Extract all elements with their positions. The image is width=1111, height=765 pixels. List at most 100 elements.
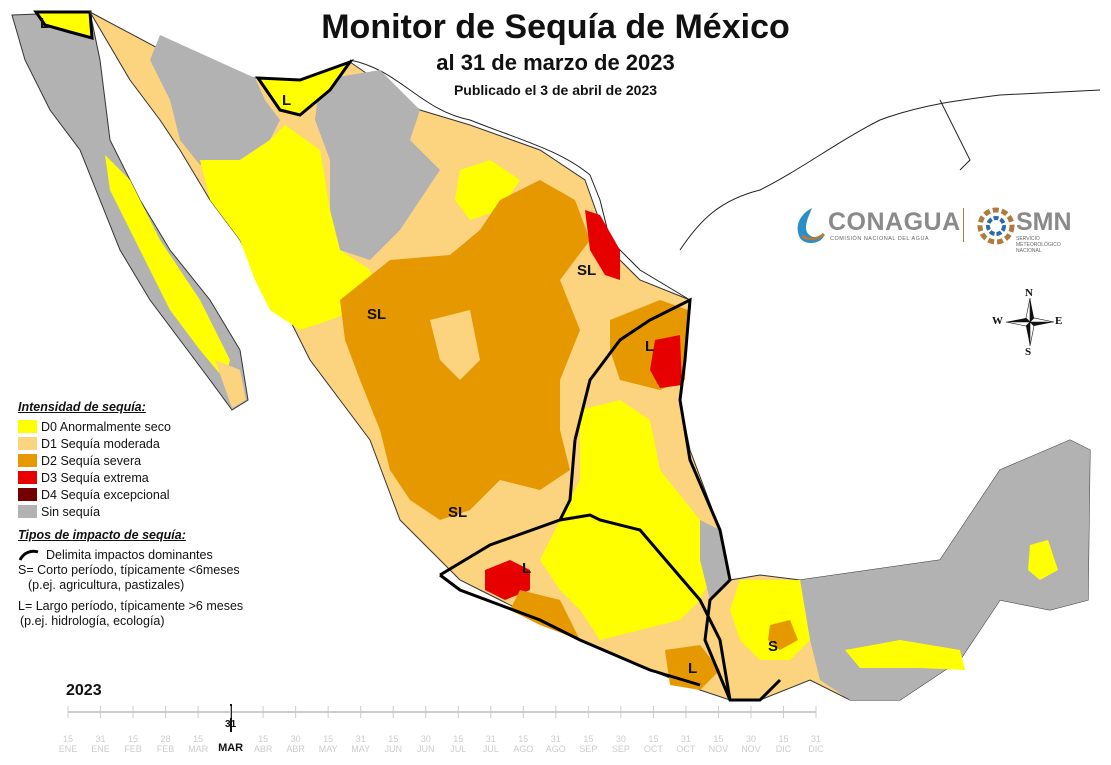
tamaulipas-d3: [585, 210, 620, 280]
baja-north-d0: [33, 10, 94, 41]
legend-swatch: [18, 454, 37, 467]
conagua-logo-text: CONAGUA: [828, 208, 961, 236]
guerrero-d2: [510, 590, 580, 640]
timeline-day: 15: [778, 734, 789, 744]
conagua-logo-subtitle: COMISIÓN NACIONAL DEL AGUA: [830, 236, 930, 242]
published-date: Publicado el 3 de abril de 2023: [453, 82, 658, 98]
region-label-sl: SL: [448, 504, 468, 521]
timeline-day: 31: [225, 719, 237, 730]
legend-item: D0 Anormalmente seco: [18, 418, 278, 435]
timeline-tick-label: 15 ABR: [248, 734, 278, 754]
timeline-month: ABR: [286, 744, 305, 754]
sonora-no-drought: [150, 35, 280, 165]
legend-label: D0 Anormalmente seco: [41, 419, 171, 434]
timeline-tick-label: 31 OCT: [671, 734, 701, 754]
smn-logo-subtitle: SERVICIO METEOROLÓGICO NACIONAL: [1016, 236, 1061, 254]
timeline-tick-label: 15 JUL: [443, 734, 473, 754]
timeline-day: 31: [680, 734, 691, 744]
timeline-tick-label: 15 AGO: [508, 734, 538, 754]
legend-swatch: [18, 488, 37, 501]
timeline-day: 15: [388, 734, 399, 744]
timeline-month: ENE: [58, 744, 78, 754]
logos: CONAGUA COMISIÓN NACIONAL DEL AGUA SMN S…: [790, 202, 1090, 254]
timeline-tick-label: 15 JUN: [378, 734, 408, 754]
yucatan-d0: [1028, 540, 1058, 580]
timeline-month: ABR: [253, 744, 273, 754]
coast-d3: [650, 335, 682, 388]
timeline-tick-label: 31 JUL: [476, 734, 506, 754]
legend-item: D4 Sequía excepcional: [18, 486, 278, 503]
region-label-sl: SL: [577, 262, 597, 279]
timeline-tick-label: 30 JUN: [411, 734, 441, 754]
timeline-day: 15: [648, 734, 659, 744]
logo-divider: [963, 208, 964, 242]
veracruz-no-drought: [700, 520, 730, 600]
border-l-d0: [255, 58, 355, 117]
timeline-tick-label: 15 OCT: [638, 734, 668, 754]
timeline-month: JUL: [450, 744, 467, 754]
compass-rose-icon: [1005, 297, 1055, 347]
legend-label: D4 Sequía excepcional: [41, 487, 170, 502]
timeline-month: AGO: [545, 744, 566, 754]
timeline-day: 15: [518, 734, 529, 744]
region-label-l: L: [40, 15, 50, 32]
timeline-month: AGO: [513, 744, 534, 754]
central-d1-patch: [430, 310, 480, 380]
region-label-l: L: [645, 338, 655, 355]
legend-swatch: [18, 437, 37, 450]
legend-impact-s-example: (p.ej. agricultura, pastizales): [28, 578, 185, 592]
legend-impact-l-example: (p.ej. hidrología, ecología): [20, 614, 165, 628]
timeline-tick-label: 31 ENE: [86, 734, 116, 754]
timeline-month: OCT: [643, 744, 663, 754]
baja-d1: [215, 360, 246, 408]
timeline-tick-label: 15 MAR: [183, 734, 213, 754]
timeline-day: 30: [290, 734, 301, 744]
timeline-day: 15: [258, 734, 269, 744]
smn-logo-text: SMN: [1016, 208, 1072, 236]
map-title: Monitor de Sequía de México: [321, 8, 790, 46]
region-label-s: S: [768, 638, 779, 655]
region-label-l: L: [282, 92, 292, 109]
legend-item: D1 Sequía moderada: [18, 435, 278, 452]
impact-line-icon: [18, 549, 39, 561]
timeline-month: NOV: [708, 744, 729, 754]
chihuahua-no-drought: [315, 70, 440, 260]
legend-item: Sin sequía: [18, 503, 278, 520]
timeline-tick-label: 15 NOV: [703, 734, 733, 754]
conagua-logo-icon: [797, 208, 826, 244]
compass-s: S: [1025, 346, 1032, 358]
timeline-month: SEP: [611, 744, 630, 754]
timeline-month: DIC: [775, 744, 792, 754]
timeline-month: SEP: [579, 744, 598, 754]
legend-label: D3 Sequía extrema: [41, 470, 149, 485]
timeline-day: 15: [128, 734, 139, 744]
timeline-tick-label: 31 MAY: [346, 734, 376, 754]
timeline-day: 15: [62, 734, 73, 744]
timeline-month: NOV: [741, 744, 761, 754]
timeline-day: 15: [583, 734, 594, 744]
timeline-tick-label: 30 NOV: [736, 734, 766, 754]
central-d0: [540, 400, 720, 640]
compass-e: E: [1055, 315, 1063, 327]
timeline-month: MAY: [351, 744, 371, 754]
legend-swatch: [18, 505, 37, 518]
timeline-day: 31: [810, 734, 821, 744]
timeline-day: 31: [95, 734, 106, 744]
region-label-l: L: [522, 560, 532, 577]
michoacan-d3: [485, 560, 530, 600]
legend-impact-l: L= Largo período, típicamente >6 meses: [18, 599, 244, 613]
florida-coastline: [939, 99, 971, 171]
chiapas-d2: [768, 620, 798, 650]
compass-n: N: [1025, 287, 1033, 299]
timeline-year: 2023: [66, 682, 102, 699]
chiapas-d0: [845, 640, 965, 670]
timeline-tick-label: 15 ENE: [53, 734, 83, 754]
timeline-day: 30: [420, 734, 431, 744]
timeline-month: MAR: [218, 742, 244, 754]
northeast-d0: [455, 160, 520, 220]
legend-label: D1 Sequía moderada: [41, 436, 160, 451]
timeline-month: MAY: [318, 744, 338, 754]
timeline-tick-label: 15 DIC: [768, 734, 798, 754]
baja-d0: [105, 155, 230, 380]
